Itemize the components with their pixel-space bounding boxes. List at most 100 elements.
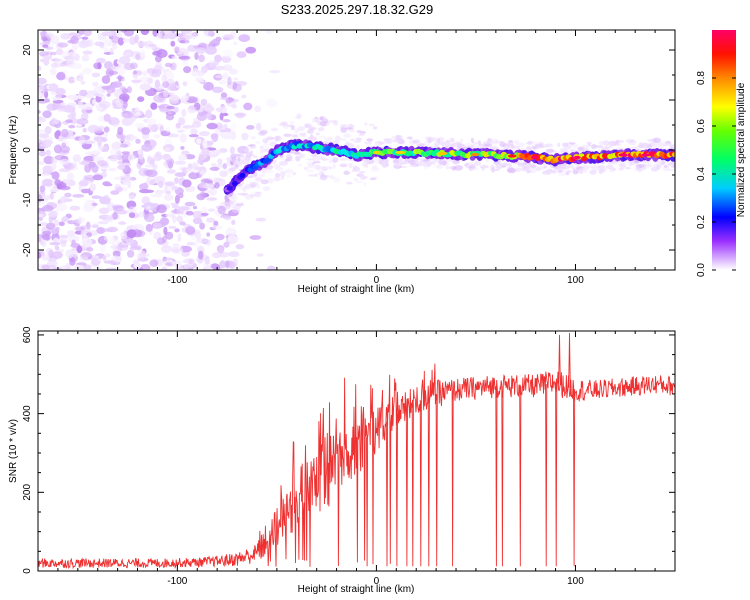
heatmap-cell [127,179,132,189]
heatmap-cell [79,89,88,97]
heatmap-cell [608,145,613,148]
heatmap-cell [657,144,662,148]
heatmap-cell [416,143,425,147]
heatmap-cell [227,76,232,86]
heatmap-cell [409,165,418,167]
spectrogram-ytick-label: 20 [22,44,33,56]
heatmap-cell [246,125,255,130]
heatmap-cell [60,33,71,40]
heatmap-cell [43,155,54,165]
heatmap-cell [230,202,234,208]
heatmap-cell [97,160,108,167]
heatmap-cell [197,158,203,165]
heatmap-cell [385,161,389,166]
heatmap-ridge-peak [618,153,628,157]
heatmap-cell [38,160,45,166]
heatmap-cell [161,266,168,270]
heatmap-cell [101,31,113,37]
heatmap-cell [160,245,173,253]
snr-ytick-label: 400 [22,405,33,422]
heatmap-cell [82,67,93,75]
heatmap-cell [149,259,159,268]
heatmap-cell [181,108,187,117]
heatmap-cell [122,112,134,119]
heatmap-cell [101,171,107,178]
heatmap-cell [271,127,278,130]
heatmap-cell [314,164,322,170]
heatmap-cell [175,123,181,128]
heatmap-cell [445,165,449,170]
heatmap-cell [490,164,495,168]
heatmap-cell [183,66,192,74]
heatmap-cell [152,163,158,170]
heatmap-cell [39,185,46,193]
heatmap-cell [490,166,496,173]
heatmap-cell [78,180,89,187]
heatmap-cell [499,141,506,148]
heatmap-cell [138,211,146,218]
colorbar-tick-label: 0.0 [696,263,707,277]
heatmap-cell [204,255,210,265]
heatmap-cell [134,122,146,129]
heatmap-cell [350,138,356,141]
heatmap-cell [295,155,301,162]
heatmap-cell [269,141,277,147]
heatmap-cell [195,76,204,83]
heatmap-cell [91,266,103,270]
heatmap-cell [78,161,90,165]
heatmap-cell [98,207,110,215]
heatmap-cell [83,30,92,37]
heatmap-cell [140,49,146,58]
heatmap-cell [74,53,80,62]
heatmap-cell [188,259,194,265]
heatmap-cell [182,265,189,270]
heatmap-cell [669,144,675,151]
snr-series [38,332,675,570]
heatmap-cell [233,41,238,46]
heatmap-cell [101,168,107,172]
heatmap-cell [91,224,99,228]
heatmap-cell [106,93,111,97]
heatmap-cell [178,51,183,55]
heatmap-cell [116,244,129,251]
heatmap-ridge-peak [573,155,581,160]
heatmap-cell [516,142,525,148]
heatmap-cell [170,62,177,71]
heatmap-cell [348,130,356,133]
heatmap-cell [195,47,206,54]
heatmap-cell [126,229,137,239]
heatmap-cell [177,233,182,242]
heatmap-cell [78,72,84,81]
heatmap-cell [266,265,276,270]
heatmap-cell [120,143,129,148]
heatmap-cell [321,158,328,161]
heatmap-cell [92,150,101,156]
heatmap-cell [557,169,563,173]
heatmap-cell [147,157,156,164]
heatmap-cell [442,160,447,167]
heatmap-cell [173,46,181,52]
heatmap-cell [112,42,118,50]
heatmap-cell [317,127,325,132]
snr-xtick-label: 100 [567,576,584,587]
heatmap-cell [137,41,148,47]
heatmap-cell [112,250,121,257]
heatmap-cell [82,50,93,55]
heatmap-cell [249,150,254,153]
heatmap-cell [206,232,211,237]
heatmap-cell [537,166,546,170]
heatmap-cell [97,145,108,151]
heatmap-cell [211,133,219,143]
heatmap-cell [432,158,438,164]
heatmap-cell [215,36,222,42]
heatmap-cell [176,215,184,223]
heatmap-cell [248,194,257,197]
heatmap-cell [99,101,111,109]
heatmap-cell [176,208,181,215]
heatmap-cell [262,138,269,144]
heatmap-cell [141,143,153,152]
heatmap-cell [192,205,198,210]
heatmap-cell [508,140,513,143]
heatmap-cell [125,238,134,244]
heatmap-cell [145,169,158,177]
